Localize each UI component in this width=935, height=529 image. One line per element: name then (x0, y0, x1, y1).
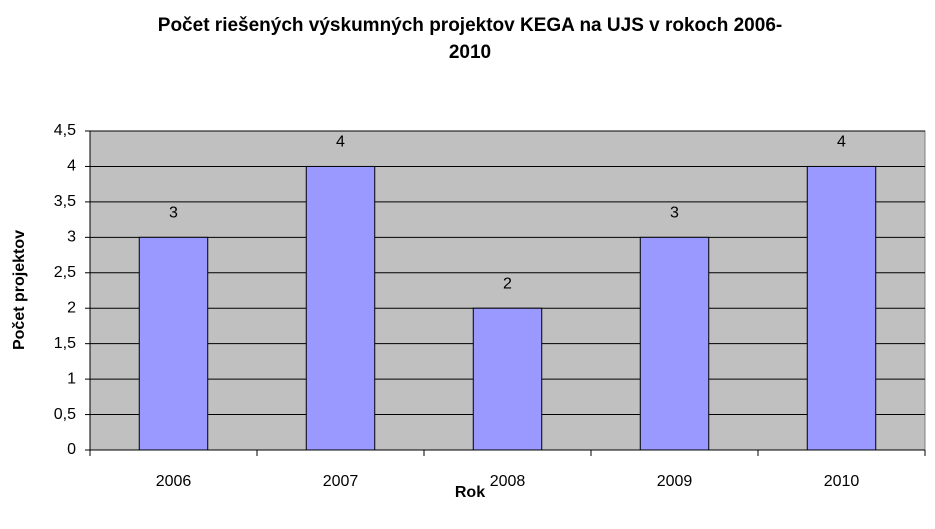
y-tick-label: 1,5 (54, 335, 76, 352)
y-tick-label: 4 (67, 158, 76, 175)
x-tick-label: 2010 (824, 473, 860, 490)
value-label: 3 (169, 205, 178, 222)
bar (305, 165, 376, 451)
y-tick-label: 3 (67, 229, 76, 246)
y-tick-label: 2,5 (54, 264, 76, 281)
bar (138, 236, 209, 451)
bar (639, 236, 710, 451)
y-tick-label: 3,5 (54, 193, 76, 210)
value-label: 2 (503, 275, 512, 292)
bar (806, 165, 877, 451)
y-tick-label: 2 (67, 299, 76, 316)
x-axis-label: Rok (455, 484, 485, 501)
x-tick-label: 2007 (323, 473, 359, 490)
bar (472, 307, 543, 451)
x-tick-label: 2006 (156, 473, 192, 490)
y-tick-label: 1 (67, 370, 76, 387)
y-axis-label: Počet projektov (11, 230, 28, 350)
x-tick-label: 2008 (490, 473, 526, 490)
y-tick-label: 0,5 (54, 406, 76, 423)
y-tick-label: 0 (67, 441, 76, 458)
value-label: 3 (670, 205, 679, 222)
y-tick-label: 4,5 (54, 122, 76, 139)
value-label: 4 (336, 134, 345, 151)
value-label: 4 (837, 134, 846, 151)
x-tick-label: 2009 (657, 473, 693, 490)
chart-title: Počet riešených výskumných projektov KEG… (157, 15, 783, 63)
